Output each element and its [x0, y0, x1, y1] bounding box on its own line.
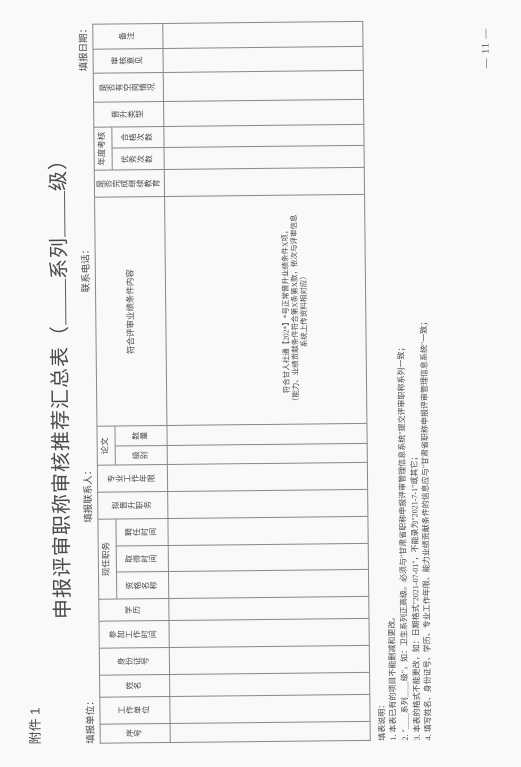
th-thesis-count: 数量	[114, 426, 166, 446]
th-remark: 备注	[92, 24, 162, 49]
table-row: 符合甘人社通【202*】*号正常晋升业绩条件X项， （能力、业绩贡献条件符合第X…	[162, 21, 370, 742]
th-thesis-level: 级别	[114, 445, 166, 465]
page-title: 申报评审职称审核推荐汇总表（ 系列 级）	[40, 24, 77, 744]
cell-thesis-level	[166, 443, 366, 465]
cell-qual-name	[168, 570, 368, 599]
meta-contact-phone: 联系电话：	[77, 245, 91, 293]
cell-remark	[162, 21, 362, 48]
cell-pro-years	[167, 463, 367, 492]
th-current-group: 现任职务	[97, 519, 115, 600]
cell-appoint-time	[167, 516, 367, 545]
page-number: — 11 —	[480, 28, 491, 69]
th-excellent: 优秀次数	[111, 148, 163, 170]
th-pro-years: 专业工作年限	[97, 465, 167, 493]
th-edu: 学历	[98, 599, 168, 622]
cell-name	[169, 672, 369, 696]
meta-unit: 填报单位：	[82, 696, 96, 744]
cell-obtain-time	[167, 543, 367, 572]
title-blank-series	[50, 279, 65, 325]
meta-report-date: 填报日期：	[75, 24, 89, 72]
th-join-time: 参加工作时间	[98, 621, 168, 649]
th-vacancy: 是否有空岗情况	[93, 72, 163, 102]
footnotes: 填表说明： 1. 本表已有的项目不能删减和更改。 2. "＿＿系列＿＿级"，如：…	[368, 20, 434, 741]
cell-id	[169, 645, 369, 674]
th-id: 身份证号	[99, 647, 169, 675]
meta-contact-person: 填报联系人：	[79, 466, 94, 523]
cell-promotion-type	[163, 100, 363, 126]
th-thesis-group: 论文	[96, 426, 114, 465]
cell-seq	[169, 721, 369, 743]
cell-vacancy	[163, 70, 363, 101]
summary-table: 序号 工作单位 姓名 身份证号 参加工作时间 学历 现任职务 拟晋升职务 专业工…	[92, 21, 370, 744]
th-appoint-time: 聘任时间	[115, 518, 167, 545]
title-series-label: 系列	[48, 237, 70, 279]
cell-pass	[163, 124, 363, 148]
cell-edu	[168, 597, 368, 621]
th-promotion-type: 晋升类型	[93, 102, 163, 127]
th-annual-group: 年度考核	[93, 127, 111, 171]
th-audit-opinion: 审核意见	[93, 48, 163, 73]
th-seq: 序号	[100, 723, 170, 743]
th-apply-post: 拟晋升职务	[97, 492, 167, 520]
cell-work-unit	[169, 694, 369, 723]
th-name: 姓名	[99, 674, 169, 697]
cell-join-time	[168, 619, 368, 648]
title-level-label: 级）	[47, 149, 69, 191]
attachment-label: 附件 1	[17, 24, 44, 744]
th-qual-name: 资格名称	[116, 572, 168, 599]
cell-audit-opinion	[162, 46, 362, 72]
th-pass: 合格次数	[111, 126, 163, 148]
cell-perf-content: 符合甘人社通【202*】*号正常晋升业绩条件X项， （能力、业绩贡献条件符合第X…	[164, 195, 366, 426]
cell-apply-post	[167, 489, 367, 518]
cell-excellent	[163, 146, 363, 170]
th-perf-content: 符合评审业绩条件内容	[94, 197, 166, 427]
th-cont-edu: 是否完成继续教育	[94, 170, 164, 198]
cell-cont-edu	[164, 168, 364, 197]
title-prefix: 申报评审职称审核推荐汇总表（	[49, 325, 74, 619]
title-blank-level	[49, 191, 64, 237]
th-obtain-time: 取得时间	[115, 545, 167, 572]
th-work-unit: 工作单位	[99, 696, 169, 724]
cell-thesis-count	[166, 424, 366, 446]
